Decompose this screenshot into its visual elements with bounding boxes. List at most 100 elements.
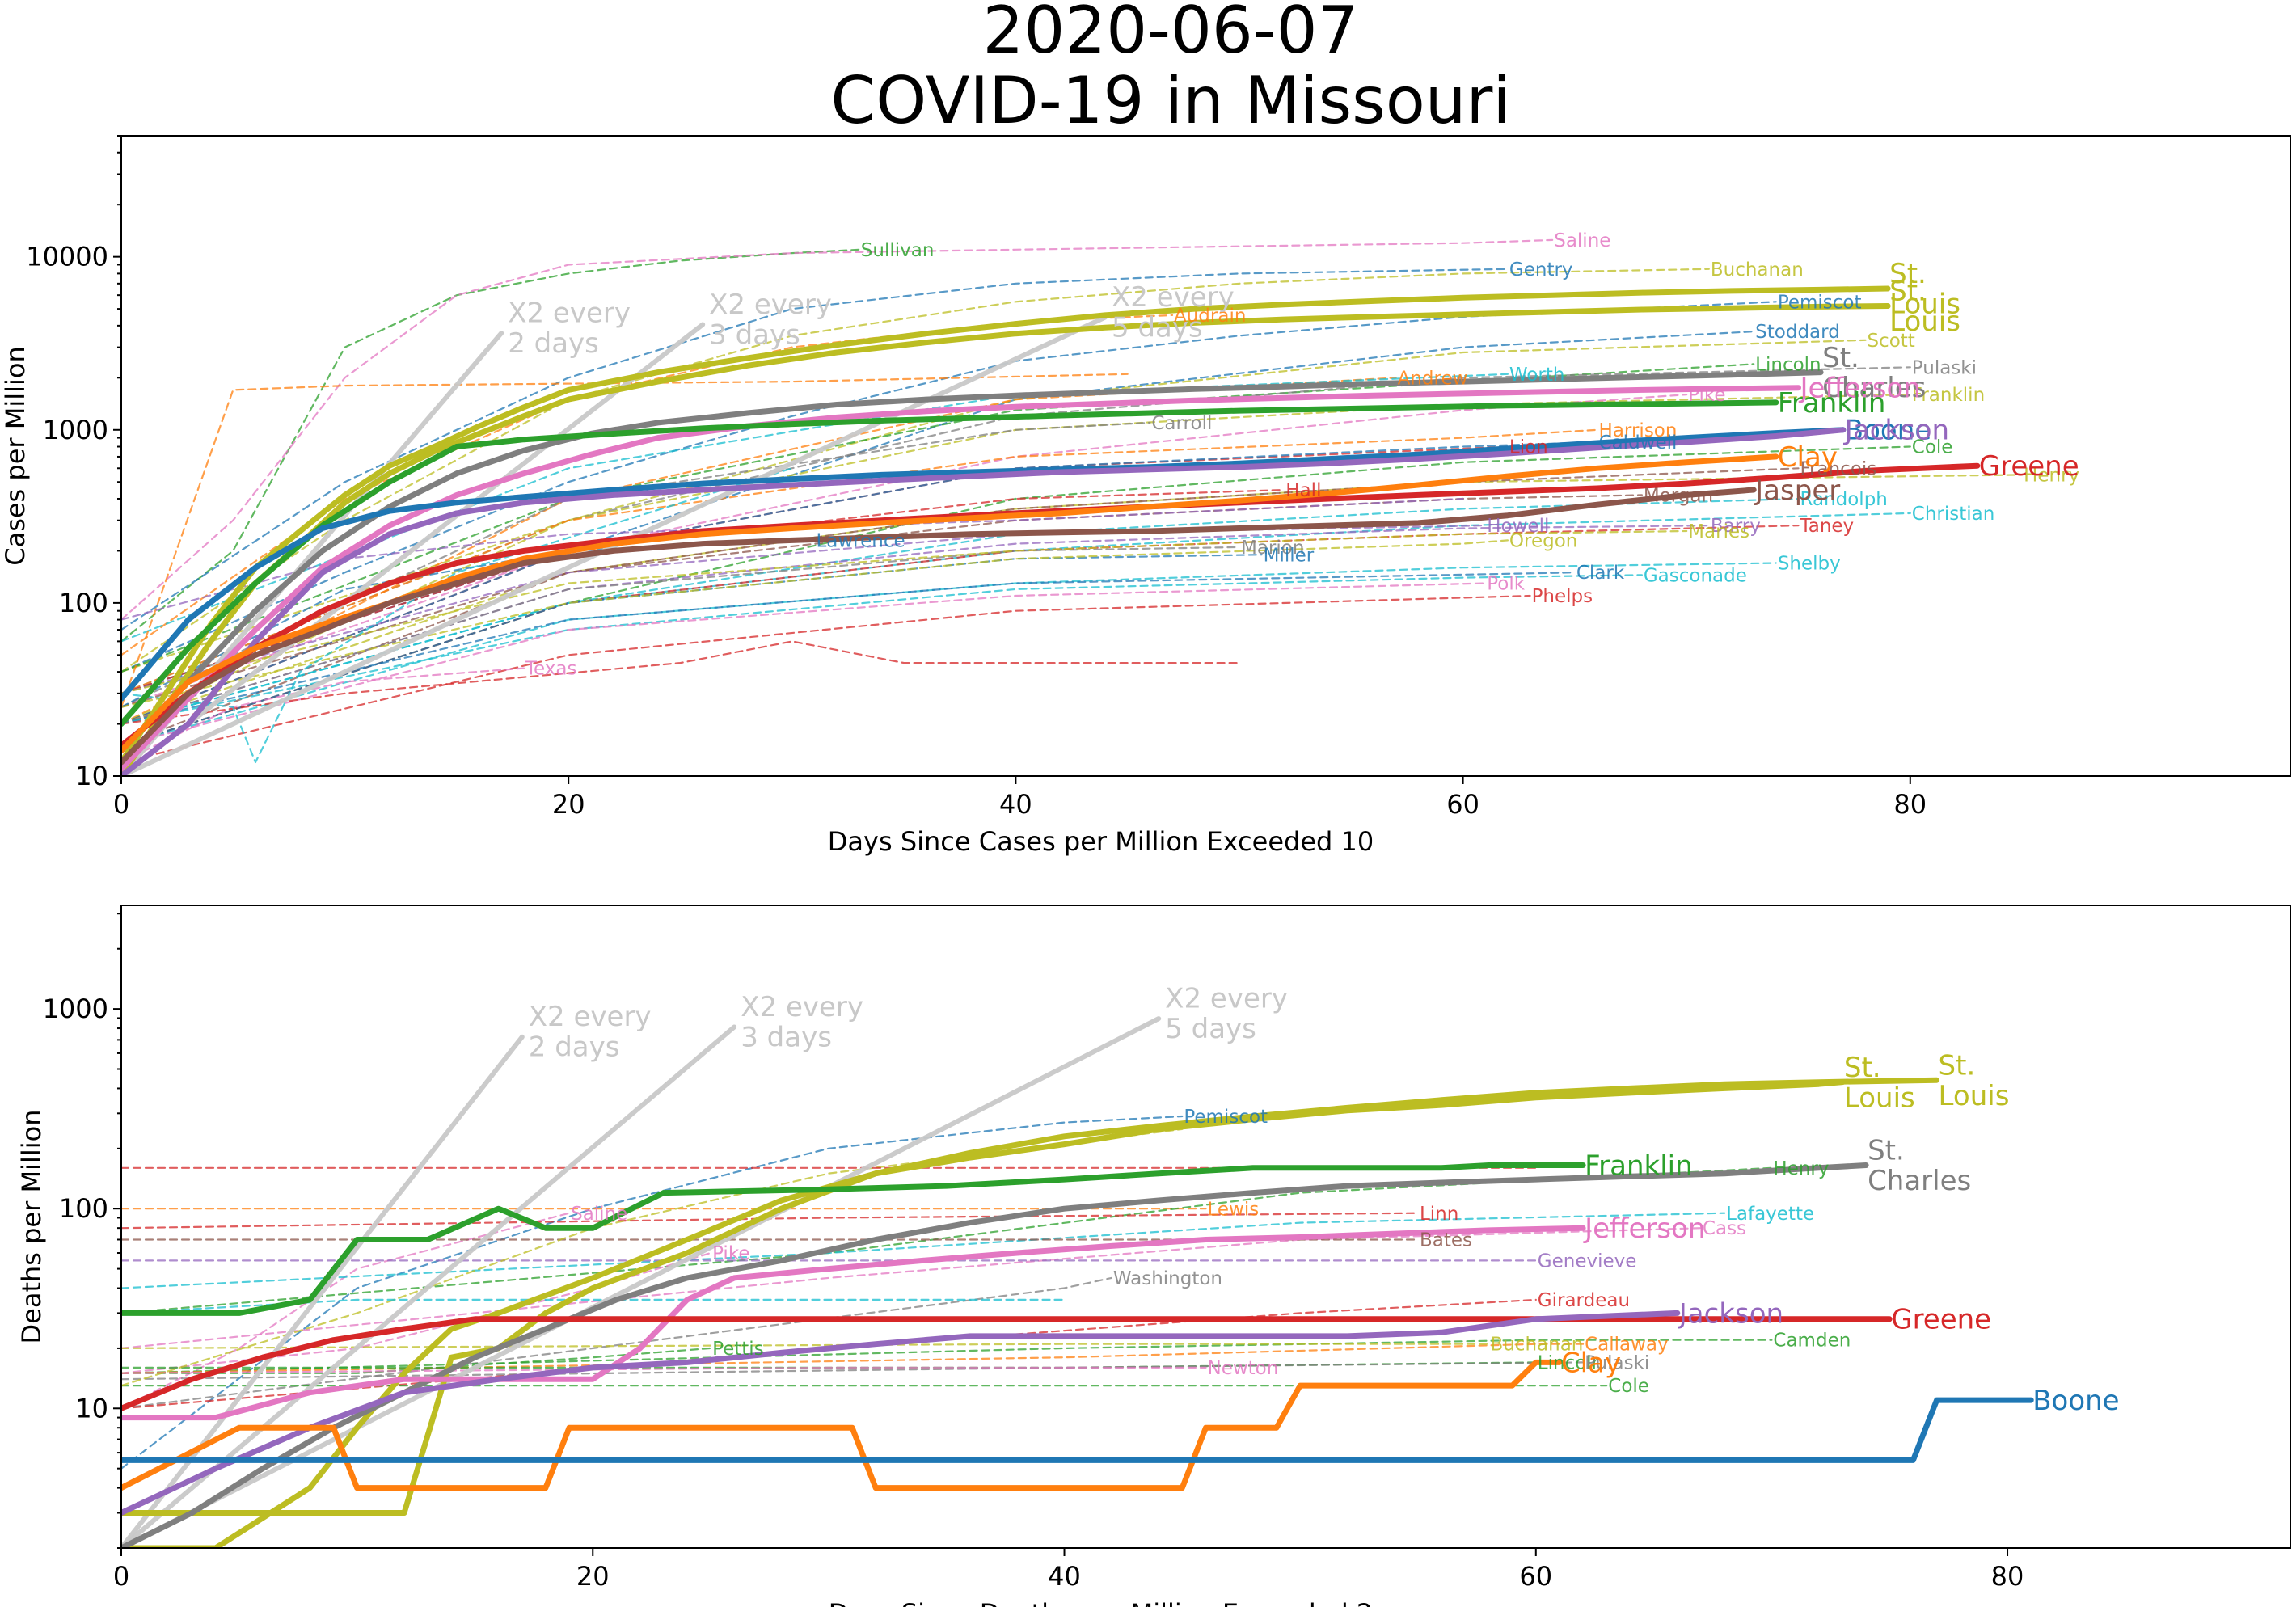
deaths-series-group	[121, 1016, 2034, 1548]
cases-series-group	[121, 238, 2024, 776]
cases-series-line-barry-38	[121, 524, 1710, 725]
cases-y-tick-label: 100	[59, 588, 108, 618]
cases-series-label-pike-26: Pike	[1688, 385, 1725, 406]
cases-series-label-christian-36: Christian	[1912, 504, 1995, 525]
cases-series-label-texas-51: Texas	[525, 659, 577, 680]
deaths-series-label-pemiscot-12: Pemiscot	[1184, 1107, 1268, 1128]
cases-series-label-harrison-29: Harrison	[1599, 420, 1678, 441]
deaths-series-line-unlabeled-34	[121, 1298, 1066, 1314]
deaths-series-line-callaway-26	[121, 1343, 1585, 1374]
cases-series-label-cole-31: Cole	[1912, 437, 1953, 458]
deaths-series-label-linn-17: Linn	[1420, 1204, 1458, 1225]
cases-series-line-phelps-50	[121, 594, 1531, 764]
deaths-y-tick-label: 10	[75, 1393, 108, 1424]
cases-series-label-francois-33: Francois	[1800, 458, 1876, 479]
cases-y-axis-label: Cases per Million	[0, 346, 31, 566]
deaths-series-label-lewis-14: Lewis	[1208, 1199, 1260, 1220]
deaths-x-tick-label: 0	[113, 1561, 129, 1592]
cases-x-tick-label: 20	[552, 789, 585, 820]
deaths-series-line-st-charles-2	[121, 1162, 1869, 1548]
cases-series-line-christian-36	[121, 512, 1911, 725]
cases-series-label-audrain-18: Audrain	[1174, 306, 1246, 327]
cases-series-label-st-louis-city-1: St. Louis	[1889, 258, 1960, 320]
cases-series-line-boone-5	[121, 427, 1847, 702]
deaths-series-label-callaway-26: Callaway	[1585, 1335, 1669, 1356]
cases-x-tick-label: 40	[999, 789, 1032, 820]
deaths-series-label-jackson-6: Jackson	[1678, 1297, 1783, 1330]
deaths-series-label-clay-7: Clay	[1561, 1347, 1621, 1379]
deaths-series-label-pettis-23: Pettis	[712, 1339, 764, 1360]
deaths-series-line-boone-8	[121, 1397, 2034, 1463]
deaths-series-line-pemiscot-12	[121, 1115, 1184, 1470]
cases-series-line-jackson-6	[121, 427, 1847, 776]
deaths-series-line-buchanan-27	[121, 1343, 1490, 1350]
cases-series-line-maries-45	[121, 529, 1688, 694]
deaths-series-label-x2-every-2-days-9: X2 every 2 days	[529, 1001, 652, 1063]
cases-x-tick-label: 80	[1893, 789, 1927, 820]
deaths-series-label-st-louis-0: St. Louis	[1939, 1049, 2010, 1111]
cases-series-line-clay-8	[121, 453, 1779, 754]
cases-series-line-cole-31	[121, 445, 1911, 747]
cases-series-line-polk-49	[121, 582, 1487, 747]
deaths-series-line-lafayette-16	[121, 1212, 1726, 1289]
deaths-series-line-pulaski-29	[121, 1361, 1585, 1381]
deaths-x-tick-label: 20	[576, 1561, 610, 1592]
cases-series-line-franklin-4	[121, 399, 1779, 727]
cases-x-axis-label: Days Since Cases per Million Exceeded 10	[828, 826, 1374, 857]
cases-series-line-st-louis-city-1	[121, 285, 1891, 766]
deaths-series-label-buchanan-27: Buchanan	[1490, 1335, 1583, 1356]
cases-panel: Sullivan Saline Gentry Buchanan Pemiscot Audr…	[0, 135, 2291, 857]
cases-series-label-taney-37: Taney	[1799, 516, 1854, 537]
cases-y-tick-label: 1000	[43, 415, 108, 445]
cases-series-label-worth-24: Worth	[1509, 365, 1565, 386]
deaths-series-label-camden-25: Camden	[1773, 1331, 1851, 1352]
cases-series-label-barry-38: Barry	[1711, 516, 1761, 537]
deaths-series-label-pulaski-29: Pulaski	[1585, 1352, 1649, 1373]
cases-series-label-hall-34: Hall	[1285, 480, 1321, 501]
deaths-series-line-linn-17	[121, 1212, 1420, 1230]
cases-x-tick-label: 0	[113, 789, 129, 820]
deaths-series-label-x2-every-5-days-11: X2 every 5 days	[1165, 983, 1288, 1045]
deaths-series-line-washington-22	[121, 1276, 1112, 1410]
deaths-series-line-jefferson-4	[121, 1225, 1586, 1421]
cases-series-label-boone-5: Boone	[1845, 415, 1931, 447]
cases-series-line-st-charles-2	[121, 369, 1824, 754]
cases-series-label-lawrence-43: Lawrence	[816, 530, 905, 551]
cases-series-label-miller-42: Miller	[1264, 545, 1315, 566]
cases-series-line-pemiscot-17	[121, 301, 1777, 673]
cases-series-label-franklin-4: Franklin	[1778, 387, 1886, 420]
cases-series-label-gentry-15: Gentry	[1509, 259, 1573, 280]
cases-y-tick-label: 10	[75, 761, 108, 791]
chart-title-name: COVID-19 in Missouri	[830, 63, 1510, 138]
cases-series-label-sullivan-13: Sullivan	[861, 240, 935, 261]
deaths-x-tick-label: 40	[1048, 1561, 1081, 1592]
deaths-series-label-st-louis-city-1: St. Louis	[1844, 1052, 1915, 1114]
deaths-panel: Pemiscot Saline Lewis Henry Lafayette Linn Cas…	[16, 905, 2291, 1607]
cases-series-line-x2-every-3-days-11	[121, 322, 706, 776]
cases-y-tick-label: 10000	[26, 242, 108, 272]
cases-series-label-shelby-46: Shelby	[1778, 554, 1841, 575]
deaths-y-tick-label: 1000	[43, 993, 108, 1024]
cases-series-label-franklin-25: Franklin	[1912, 385, 1985, 406]
deaths-series-label-cass-18: Cass	[1703, 1218, 1746, 1239]
deaths-plot-frame	[120, 905, 2291, 1549]
deaths-series-line-franklin-3	[121, 1162, 1586, 1316]
deaths-series-line-x2-every-5-days-11	[121, 1016, 1162, 1548]
deaths-series-label-henry-15: Henry	[1773, 1158, 1829, 1179]
cases-series-line-gentry-15	[121, 268, 1509, 631]
cases-series-label-caldwell-30: Caldwell	[1599, 432, 1678, 453]
deaths-series-labels: Pemiscot Saline Lewis Henry Lafayette Linn Cas…	[529, 983, 2120, 1417]
deaths-series-label-washington-22: Washington	[1113, 1268, 1222, 1289]
deaths-series-line-jackson-6	[121, 1310, 1681, 1516]
cases-series-label-st-louis-0: St. Louis	[1889, 276, 1960, 338]
cases-series-line-buchanan-16	[121, 268, 1710, 673]
cases-series-line-gasconade-48	[121, 574, 1644, 725]
deaths-series-label-cole-31: Cole	[1608, 1376, 1649, 1397]
cases-series-label-x2-every-5-days-12: X2 every 5 days	[1112, 281, 1235, 344]
cases-series-line-unlabeled-55	[121, 497, 1464, 621]
cases-series-label-greene-7: Greene	[1979, 450, 2079, 483]
cases-series-label-jasper-9: Jasper	[1754, 475, 1840, 507]
cases-series-label-x2-every-3-days-11: X2 every 3 days	[709, 289, 832, 351]
cases-series-label-howell-40: Howell	[1487, 516, 1549, 537]
deaths-series-label-newton-30: Newton	[1208, 1358, 1279, 1379]
